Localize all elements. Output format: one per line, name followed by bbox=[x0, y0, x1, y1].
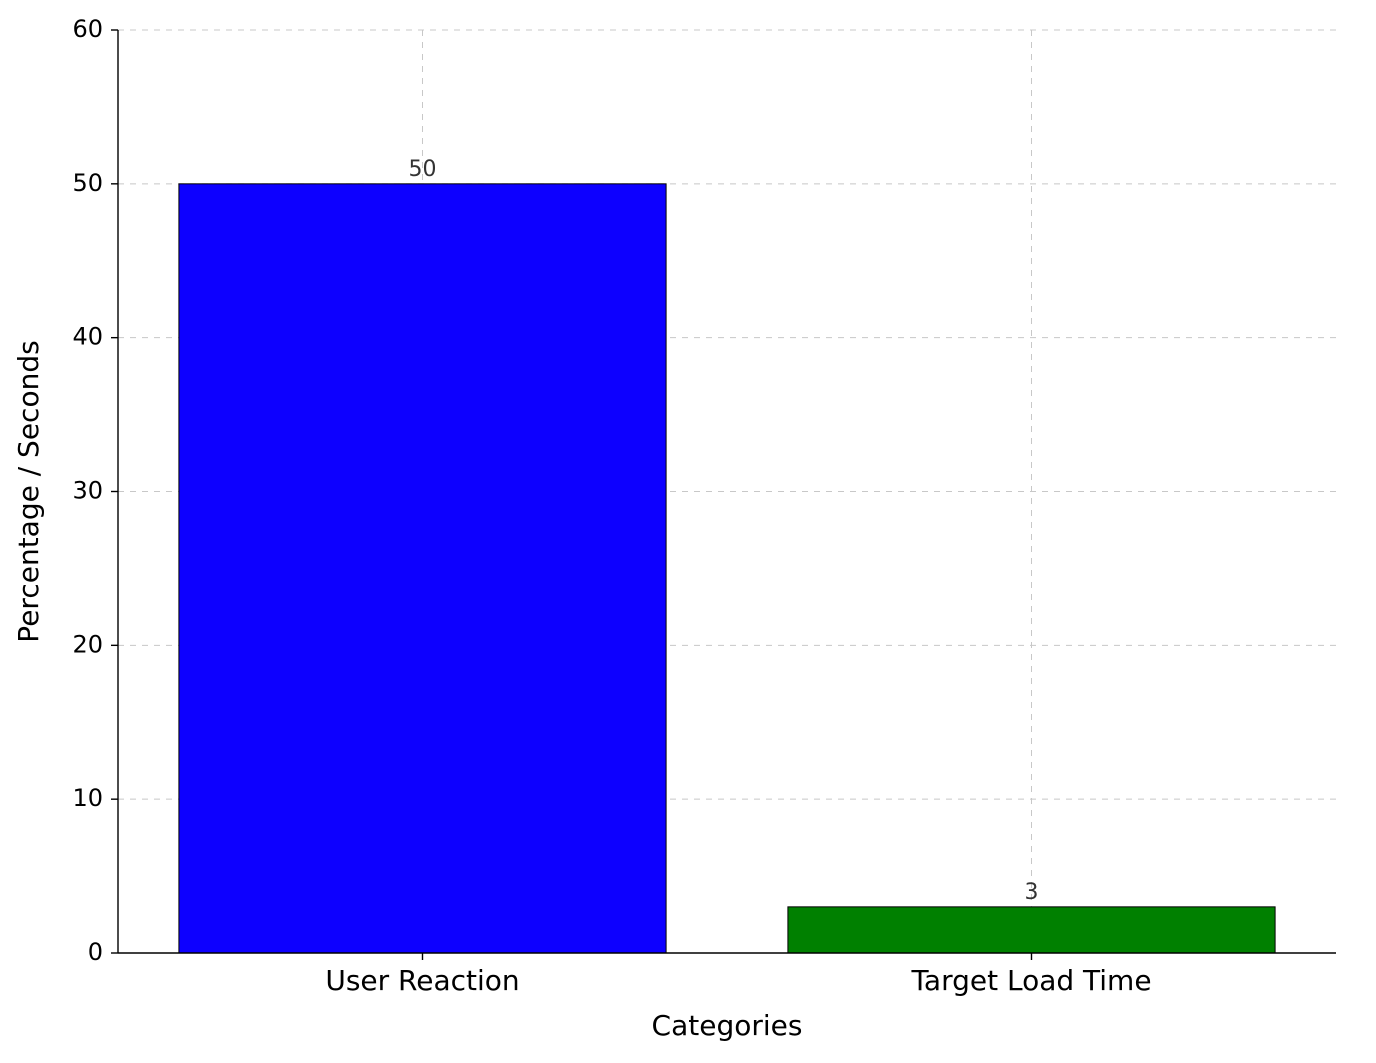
bar bbox=[179, 184, 666, 953]
y-tick-label: 60 bbox=[72, 15, 103, 43]
x-tick-label: User Reaction bbox=[325, 964, 519, 997]
y-tick-label: 10 bbox=[72, 784, 103, 812]
y-tick-label: 40 bbox=[72, 323, 103, 351]
x-axis-label: Categories bbox=[652, 1009, 803, 1042]
y-axis-label: Percentage / Seconds bbox=[12, 340, 45, 642]
bar-value-label: 3 bbox=[1025, 880, 1039, 905]
y-tick-label: 50 bbox=[72, 169, 103, 197]
bar-value-label: 50 bbox=[409, 157, 437, 182]
bar-chart: 5030102030405060Percentage / SecondsUser… bbox=[0, 0, 1376, 1063]
y-tick-label: 0 bbox=[88, 938, 103, 966]
x-tick-label: Target Load Time bbox=[910, 964, 1151, 997]
bar bbox=[788, 907, 1275, 953]
y-tick-label: 30 bbox=[72, 477, 103, 505]
y-tick-label: 20 bbox=[72, 630, 103, 658]
